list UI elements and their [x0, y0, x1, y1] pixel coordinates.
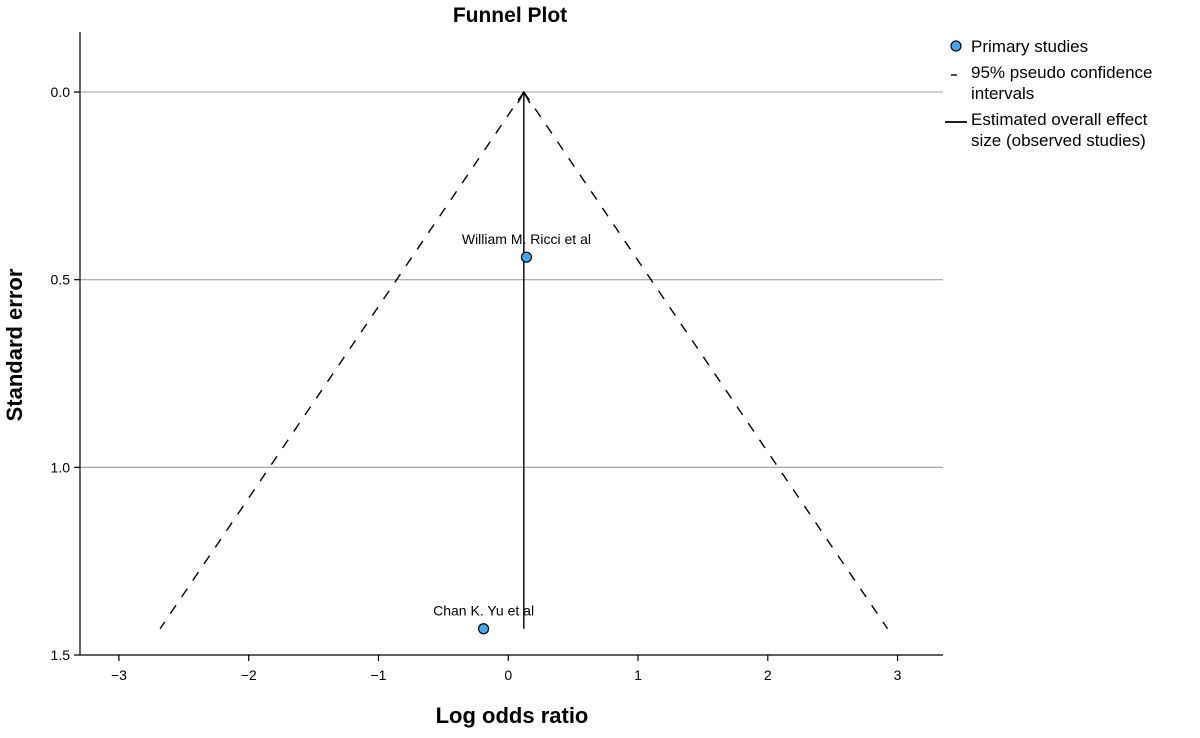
study-label-0: William M. Ricci et al	[462, 231, 591, 247]
legend-label-2-1: size (observed studies)	[971, 131, 1146, 150]
legend: Primary studies 95% pseudo confidence inte…	[945, 37, 1152, 150]
y-tick-label-3: 1.5	[51, 647, 71, 663]
legend-marker-0	[950, 40, 962, 52]
y-tick-label-0: 0.0	[51, 84, 71, 100]
x-tick-label-3: 0	[504, 667, 512, 683]
legend-label-1-0: 95% pseudo confidence	[971, 63, 1152, 82]
study-label-1: Chan K. Yu et al	[433, 603, 534, 619]
ci-line-left	[159, 91, 525, 630]
x-axis-title: Log odds ratio	[436, 703, 589, 728]
y-tick-label-1: 0.5	[51, 272, 71, 288]
legend-label-2-0: Estimated overall effect	[971, 110, 1148, 129]
study-point-0	[520, 251, 533, 263]
legend-label-0-0: Primary studies	[971, 37, 1088, 56]
ci-line-right	[523, 91, 889, 630]
study-points: William M. Ricci et al Chan K. Yu et al	[433, 231, 591, 635]
chart-title: Funnel Plot	[453, 4, 567, 27]
legend-label-1-1: intervals	[971, 84, 1034, 103]
x-tick-label-0: −3	[111, 667, 127, 683]
funnel-lines	[159, 90, 889, 630]
study-point-1	[477, 623, 490, 635]
y-axis-title: Standard error	[2, 268, 27, 421]
axes: 0.0 0.5 1.0 1.5 −3 −2 −1 0 1 2 3	[51, 32, 943, 683]
x-tick-label-2: −1	[370, 667, 386, 683]
gridlines	[80, 91, 943, 468]
x-tick-label-5: 2	[764, 667, 772, 683]
overall-effect-arrowhead	[517, 90, 531, 104]
x-tick-label-1: −2	[241, 667, 257, 683]
x-tick-label-4: 1	[634, 667, 642, 683]
x-tick-label-6: 3	[894, 667, 902, 683]
y-tick-label-2: 1.0	[51, 459, 71, 475]
